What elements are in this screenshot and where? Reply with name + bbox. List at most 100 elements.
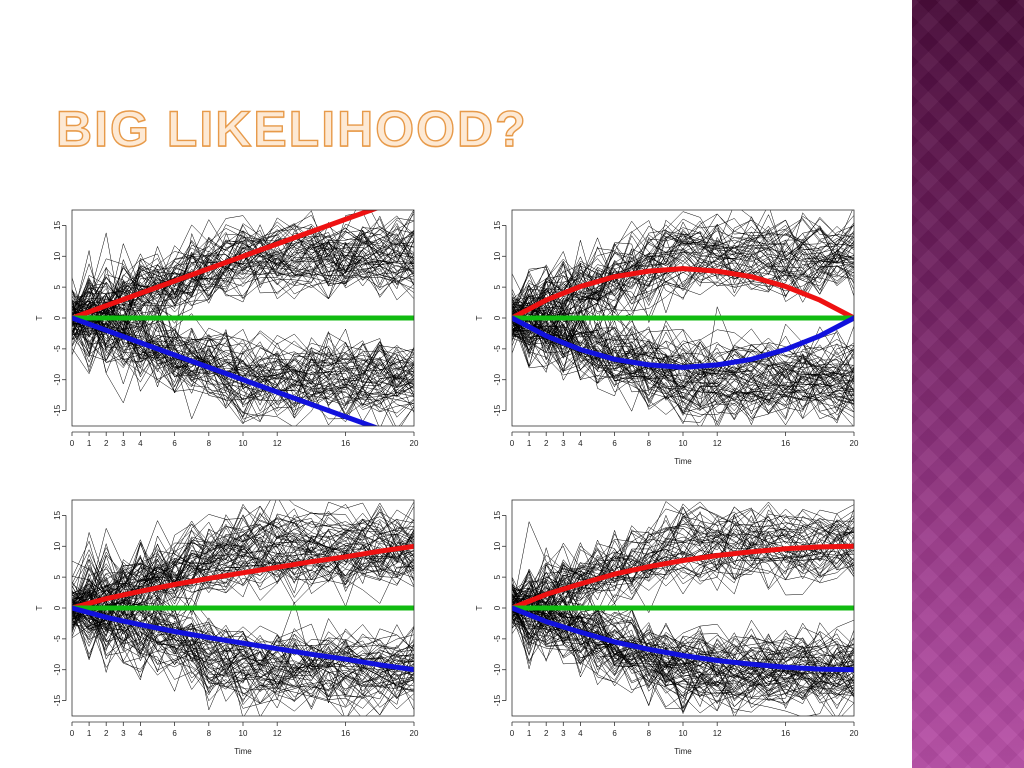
y-tick-label: 0 (53, 315, 62, 320)
sim-path (512, 213, 854, 309)
y-axis: 15 10 5 0 -5 -10 -15 (493, 510, 507, 706)
sim-path (512, 319, 854, 383)
sim-path (512, 588, 854, 688)
y-tick-label: 15 (493, 510, 502, 519)
sim-path (512, 310, 854, 390)
sim-path (512, 233, 854, 316)
sim-path (512, 314, 854, 422)
x-axis: 0 1 2 3 4 6 8 10 12 16 20 (70, 431, 419, 448)
sim-path (72, 518, 414, 630)
sim-path (72, 508, 414, 611)
x-axis: 0 1 2 3 4 6 8 10 12 16 20 (510, 721, 859, 738)
sim-path (512, 580, 854, 675)
sim-path (512, 530, 854, 656)
sim-path (512, 316, 854, 426)
sim-path (512, 240, 854, 341)
sim-path (72, 252, 414, 312)
simulated-paths (72, 500, 414, 716)
sim-path (512, 316, 854, 420)
y-tick-label: 10 (493, 251, 502, 260)
sim-path (512, 542, 854, 626)
sim-path (512, 609, 854, 708)
sim-path (72, 598, 414, 716)
sim-path (512, 315, 854, 422)
sim-path (512, 501, 854, 597)
x-tick-label: 0 (510, 439, 515, 448)
y-tick-label: 15 (53, 220, 62, 229)
plot-frame (71, 499, 415, 717)
sim-path (72, 252, 414, 334)
y-tick-label: -10 (493, 663, 502, 675)
sim-path (512, 307, 854, 411)
sim-path (72, 226, 414, 340)
y-axis: 15 10 5 0 -5 -10 -15 (53, 220, 67, 416)
sim-path (72, 320, 414, 402)
sim-path (512, 216, 854, 343)
sim-path (512, 621, 854, 695)
sim-path (512, 587, 854, 696)
sim-path (512, 603, 854, 695)
sim-path (72, 598, 414, 716)
y-tick-label: 5 (493, 284, 502, 289)
y-tick-label: -15 (53, 694, 62, 706)
sim-path (512, 597, 854, 670)
x-axis: 0 1 2 3 4 6 8 10 12 16 20 (510, 431, 859, 448)
sim-path (72, 312, 414, 411)
y-axis: 15 10 5 0 -5 -10 -15 (493, 220, 507, 416)
sim-path (512, 279, 854, 378)
sim-path (512, 301, 854, 391)
x-tick-label: 16 (341, 729, 350, 738)
y-tick-label: -10 (493, 373, 502, 385)
sim-path (512, 534, 854, 609)
x-tick-label: 8 (647, 729, 652, 738)
sim-path (72, 600, 414, 697)
sim-path (72, 523, 414, 621)
sim-path (72, 210, 414, 332)
sim-path (512, 322, 854, 404)
sim-path (512, 527, 854, 606)
sim-path (512, 213, 854, 320)
sim-path (512, 513, 854, 628)
sim-path (72, 232, 414, 332)
sim-path (512, 601, 854, 667)
sim-path (512, 609, 854, 687)
sim-path (72, 237, 414, 372)
sim-path (72, 217, 414, 328)
sim-path (72, 607, 414, 711)
y-tick-label: 10 (53, 541, 62, 550)
x-tick-label: 1 (87, 729, 92, 738)
sim-path (72, 318, 414, 387)
x-tick-label: 3 (121, 439, 126, 448)
sim-path (512, 598, 817, 716)
x-tick-label: 0 (70, 729, 75, 738)
series-line-red (512, 266, 854, 321)
sim-path (72, 594, 414, 702)
sim-path (72, 305, 414, 386)
sim-path (512, 249, 854, 324)
sim-path (72, 510, 414, 600)
sim-path (512, 541, 854, 620)
x-tick-label: 1 (527, 439, 532, 448)
series-line-red (72, 210, 379, 321)
sim-path (512, 225, 854, 315)
sim-path (512, 514, 854, 604)
y-tick-label: 0 (53, 605, 62, 610)
x-axis-label: Time (234, 747, 252, 756)
sim-path (72, 306, 414, 426)
sim-path (72, 604, 414, 710)
x-axis-label: Time (674, 457, 692, 466)
plot-frame (71, 209, 415, 427)
model-curves (72, 210, 414, 426)
sim-path (512, 254, 854, 359)
sim-path (72, 282, 414, 387)
sim-path (512, 239, 854, 324)
x-tick-label: 16 (781, 729, 790, 738)
sim-path (72, 319, 414, 406)
y-tick-label: 10 (493, 541, 502, 550)
sim-path (512, 219, 854, 341)
y-axis-label: T (35, 315, 44, 320)
sim-path (512, 241, 854, 338)
